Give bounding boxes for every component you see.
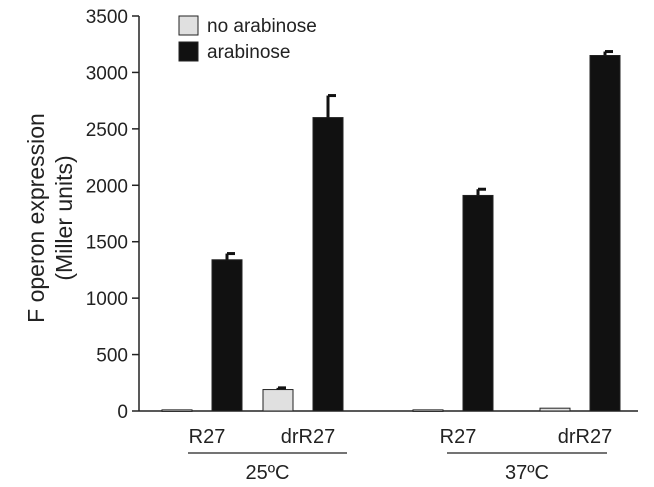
y-tick-label: 1500 [86,233,128,254]
category-labels: R27 drR27 R27 drR27 [189,426,613,448]
group-label: 25ºC [246,462,290,484]
y-tick-label: 500 [96,346,128,367]
group-label: 37ºC [505,462,549,484]
y-axis-ticks: 0 500 1000 1500 2000 2500 3000 3500 [86,7,139,423]
y-tick-label: 2500 [86,120,128,141]
legend: no arabinose arabinose [178,15,317,63]
y-tick-label: 3000 [86,63,128,84]
legend-label-no-arabinose: no arabinose [207,16,317,37]
legend-swatch-no-arabinose [178,15,199,36]
legend-swatch-arabinose [178,41,199,62]
category-label: drR27 [558,426,612,448]
bar-arabinose [462,194,494,412]
category-label: R27 [440,426,477,448]
bar-no-arabinose [539,407,571,412]
error-bars [225,50,613,390]
bar-arabinose [211,259,243,412]
y-axis-title-line-1: F operon expression [23,113,49,323]
y-tick-label: 2000 [86,176,128,197]
group-labels: 25ºC 37ºC [188,452,607,484]
category-label: drR27 [281,426,335,448]
bar-no-arabinose [262,389,294,412]
y-tick-label: 1000 [86,289,128,310]
y-axis-title: F operon expression (Miller units) [23,113,77,323]
bar-arabinose [589,55,621,412]
bar-arabinose [312,117,344,412]
y-tick-label: 3500 [86,7,128,28]
y-axis-title-line-2: (Miller units) [51,155,77,280]
bars [161,55,621,412]
y-tick-label: 0 [117,402,128,423]
category-label: R27 [189,426,226,448]
bar-no-arabinose [161,409,193,412]
legend-label-arabinose: arabinose [207,42,290,63]
bar-no-arabinose [412,409,444,412]
